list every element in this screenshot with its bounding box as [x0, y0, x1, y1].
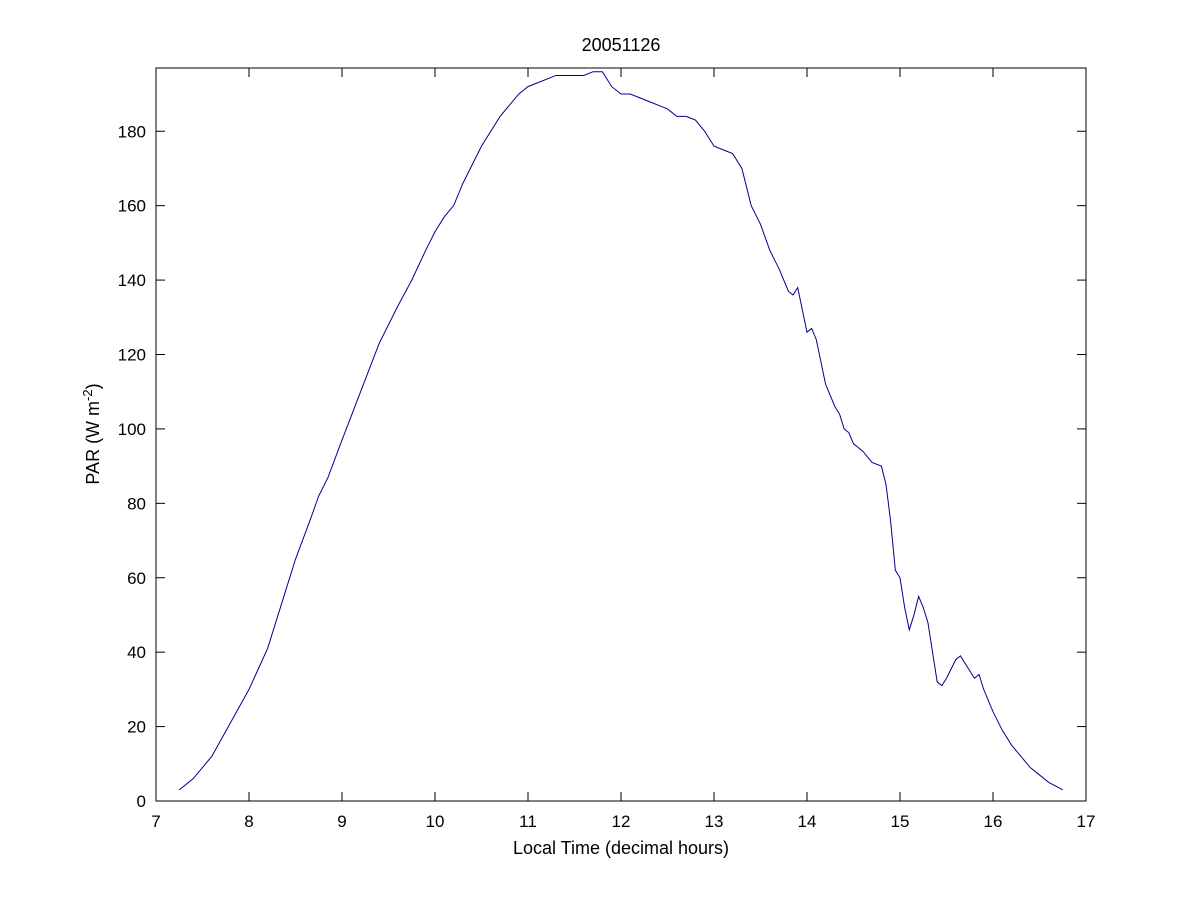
x-tick-label: 17 [1077, 812, 1096, 831]
y-tick-label: 180 [118, 122, 146, 141]
x-tick-label: 9 [337, 812, 346, 831]
x-tick-label: 15 [891, 812, 910, 831]
axis-ticks [155, 68, 1087, 802]
y-tick-label: 80 [127, 494, 146, 513]
y-axis-label: PAR (W m-2) [80, 383, 103, 484]
x-axis-label: Local Time (decimal hours) [513, 838, 729, 858]
x-tick-label: 12 [612, 812, 631, 831]
y-tick-label: 120 [118, 346, 146, 365]
x-tick-label: 7 [151, 812, 160, 831]
x-tick-label: 14 [798, 812, 817, 831]
x-tick-labels: 7 8 9 10 11 12 13 14 15 16 17 [151, 812, 1095, 831]
y-tick-label: 60 [127, 569, 146, 588]
y-tick-label: 0 [137, 792, 146, 811]
y-tick-label: 40 [127, 643, 146, 662]
y-tick-label: 100 [118, 420, 146, 439]
y-axis-label-suffix: ) [83, 383, 103, 389]
y-axis-label-superscript: -2 [80, 389, 95, 401]
x-tick-label: 10 [426, 812, 445, 831]
plot-area [155, 67, 1087, 802]
x-tick-label: 16 [984, 812, 1003, 831]
y-tick-label: 20 [127, 718, 146, 737]
y-tick-label: 140 [118, 271, 146, 290]
y-axis-label-prefix: PAR (W m [83, 401, 103, 485]
x-tick-label: 13 [705, 812, 724, 831]
chart-title: 20051126 [582, 35, 661, 55]
x-tick-label: 11 [519, 812, 537, 831]
y-tick-label: 160 [118, 197, 146, 216]
x-tick-label: 8 [244, 812, 253, 831]
y-tick-labels: 0 20 40 60 80 100 120 140 160 180 [118, 122, 146, 811]
series-line-par [178, 71, 1063, 791]
